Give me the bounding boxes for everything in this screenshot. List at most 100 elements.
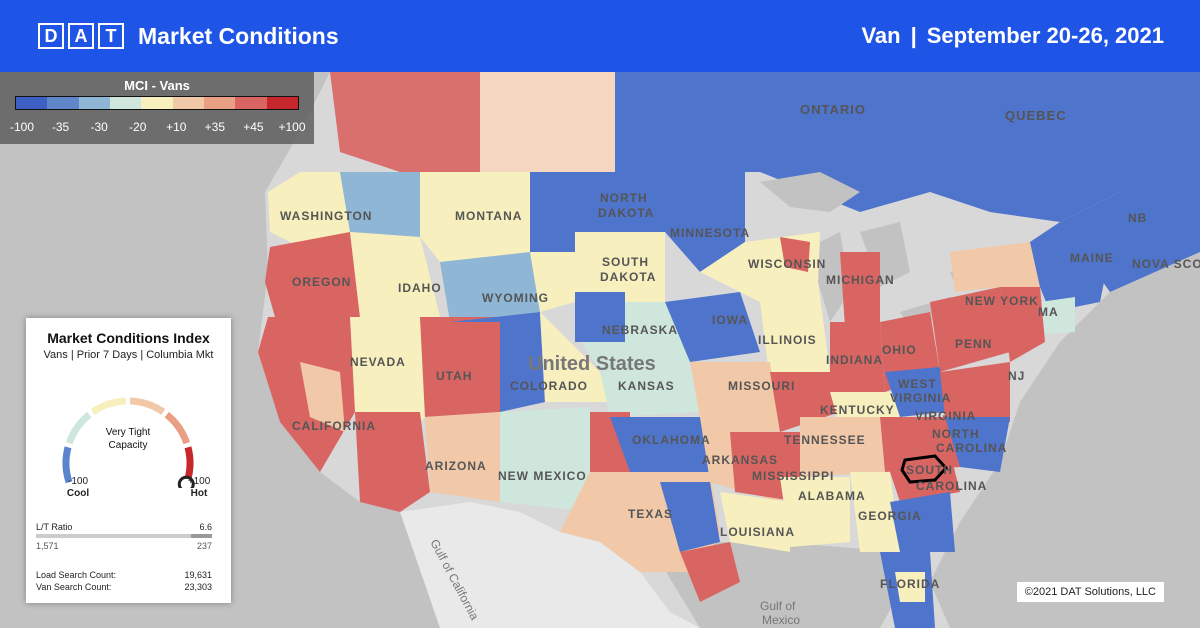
label-quebec: QUEBEC <box>1005 108 1067 123</box>
legend-tick-label: -30 <box>90 120 108 134</box>
region-wyoming <box>440 252 540 322</box>
label-maine: MAINE <box>1070 251 1114 265</box>
label-new-mexico: NEW MEXICO <box>498 469 587 483</box>
region-new-england <box>1030 222 1110 312</box>
gauge-min-label: Cool <box>66 488 90 499</box>
gauge-arc-segment <box>129 397 166 415</box>
label-south-carolina: SOUTH <box>906 463 953 477</box>
gauge-max-label: Hot <box>190 488 208 499</box>
region-nebraska-west <box>575 292 625 342</box>
gauge-arc-segment <box>90 397 127 415</box>
region-north-dakota <box>575 172 665 232</box>
gauge-max: +100 Hot <box>179 476 219 499</box>
region-quebec <box>930 72 1120 222</box>
region-south-dakota <box>575 232 665 302</box>
map-labels: ONTARIO QUEBEC WASHINGTON MONTANA NORTH … <box>280 102 1200 627</box>
label-nj: NJ <box>1008 369 1025 383</box>
region-texas-houston <box>680 542 740 602</box>
lake-huron <box>860 222 910 287</box>
region-ontario <box>710 72 930 212</box>
region-colorado-west <box>450 312 545 412</box>
region-penn <box>930 287 1010 372</box>
label-louisiana: LOUISIANA <box>720 525 795 539</box>
page-title: Market Conditions <box>138 22 339 49</box>
label-wyoming: WYOMING <box>482 291 549 305</box>
region-montana-west <box>420 172 530 262</box>
columbia-market-outline <box>900 454 949 484</box>
region-alabama <box>850 472 900 552</box>
region-minnesota <box>665 172 745 272</box>
region-iowa <box>665 292 760 362</box>
mexico-region <box>400 502 700 628</box>
mci-gauge <box>62 397 195 488</box>
lt-ratio-bar-fill <box>190 534 212 538</box>
region-sask <box>480 72 615 172</box>
logo-letter: D <box>38 23 64 49</box>
region-virginia <box>940 362 1010 422</box>
label-minnesota: MINNESOTA <box>670 226 750 240</box>
van-search-value: 23,303 <box>184 582 212 592</box>
mci-card: Market Conditions Index Vans | Prior 7 D… <box>26 318 231 603</box>
label-texas: TEXAS <box>628 507 673 521</box>
legend-swatch <box>141 97 173 109</box>
label-montana: MONTANA <box>455 209 522 223</box>
legend-title: MCI - Vans <box>124 78 190 93</box>
legend-tick-label: +10 <box>166 120 187 134</box>
region-west-virginia <box>885 367 945 417</box>
label-oregon: OREGON <box>292 275 351 289</box>
region-montana-east <box>530 172 575 252</box>
legend-color-bar <box>15 96 299 110</box>
legend-swatch <box>78 97 110 109</box>
region-nj <box>1000 287 1045 362</box>
label-alabama: ALABAMA <box>798 489 866 503</box>
label-ma: MA <box>1038 305 1059 319</box>
region-idaho <box>350 232 440 317</box>
gauge-min-value: -100 <box>67 476 88 487</box>
gauge-arc <box>62 397 194 484</box>
region-illinois <box>760 282 830 382</box>
region-wy-east <box>530 252 575 312</box>
label-west-virginia-1: WEST <box>898 377 937 391</box>
legend-swatch <box>47 97 79 109</box>
label-south-dakota-2: DAKOTA <box>600 270 656 284</box>
legend-swatch <box>203 97 236 109</box>
region-california-central <box>300 362 345 432</box>
label-virginia: VIRGINIA <box>915 409 976 423</box>
legend-tick-label: -35 <box>51 120 70 134</box>
region-utah <box>420 317 500 417</box>
van-search-row: Van Search Count: 23,303 <box>36 582 212 592</box>
lake-superior <box>760 172 860 212</box>
label-idaho: IDAHO <box>398 281 442 295</box>
lt-counts-row: 1,571 237 <box>36 541 212 551</box>
label-mississippi: MISSISSIPPI <box>752 469 834 483</box>
gauge-status-line1: Very Tight <box>105 427 151 438</box>
label-wisconsin: WISCONSIN <box>748 257 826 271</box>
logo-letter: T <box>98 23 124 49</box>
label-penn: PENN <box>955 337 992 351</box>
region-missouri <box>690 362 780 432</box>
gauge-indicator <box>177 475 195 488</box>
card-title: Market Conditions Index <box>47 330 210 346</box>
region-bc <box>330 72 480 172</box>
region-colorado-east <box>540 312 610 402</box>
copyright-notice: ©2021 DAT Solutions, LLC <box>1016 582 1164 602</box>
gauge-arc-segment <box>62 446 73 484</box>
legend-tick-label: -20 <box>129 120 147 134</box>
gauge-status: Very Tight Capacity <box>88 426 168 452</box>
region-louisiana <box>720 492 790 552</box>
label-kentucky: KENTUCKY <box>820 403 895 417</box>
label-north-carolina-2: CAROLINA <box>936 441 1007 455</box>
label-california: CALIFORNIA <box>292 419 376 433</box>
region-north-carolina <box>945 417 1010 472</box>
atlantic-ocean <box>930 252 1200 628</box>
lt-ratio-value: 6.6 <box>199 522 212 532</box>
label-michigan: MICHIGAN <box>826 273 895 287</box>
loads-value: 1,571 <box>36 541 59 551</box>
label-west-virginia-2: VIRGINIA <box>890 391 951 405</box>
gauge-min: -100 Cool <box>58 476 98 499</box>
legend-swatch <box>266 97 298 109</box>
region-new-mexico <box>500 407 595 512</box>
legend-swatch <box>235 97 267 109</box>
region-florida-central <box>895 572 925 602</box>
header-separator: | <box>910 23 917 48</box>
